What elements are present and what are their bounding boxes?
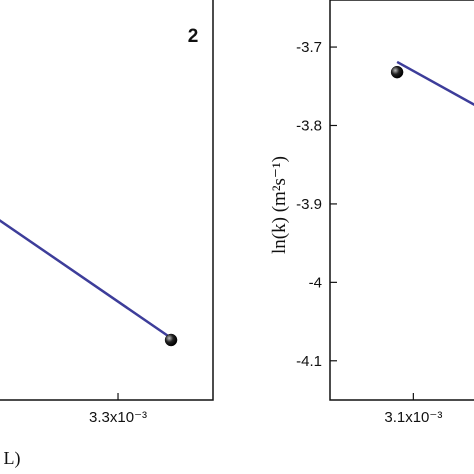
y-tick-label: -4.1 xyxy=(296,353,322,370)
panel-label: 2 xyxy=(188,26,199,47)
fit-line xyxy=(396,60,474,106)
plot-frame xyxy=(0,0,214,401)
y-tick-label: -3.9 xyxy=(296,196,322,213)
plot-frame xyxy=(329,0,474,401)
x-tick-label: 3.1x10⁻³ xyxy=(384,409,442,426)
y-axis-label: ln(k) (m²s⁻¹) xyxy=(269,156,290,254)
y-tick-label: -4 xyxy=(309,274,322,291)
x-axis-label: L) xyxy=(4,448,21,469)
y-tick-label: -3.8 xyxy=(296,117,322,134)
x-tick-label: 3.3x10⁻³ xyxy=(89,409,147,426)
data-point xyxy=(164,333,178,347)
y-tick-label: -3.7 xyxy=(296,39,322,56)
data-point xyxy=(390,65,404,79)
fit-line xyxy=(0,219,172,340)
